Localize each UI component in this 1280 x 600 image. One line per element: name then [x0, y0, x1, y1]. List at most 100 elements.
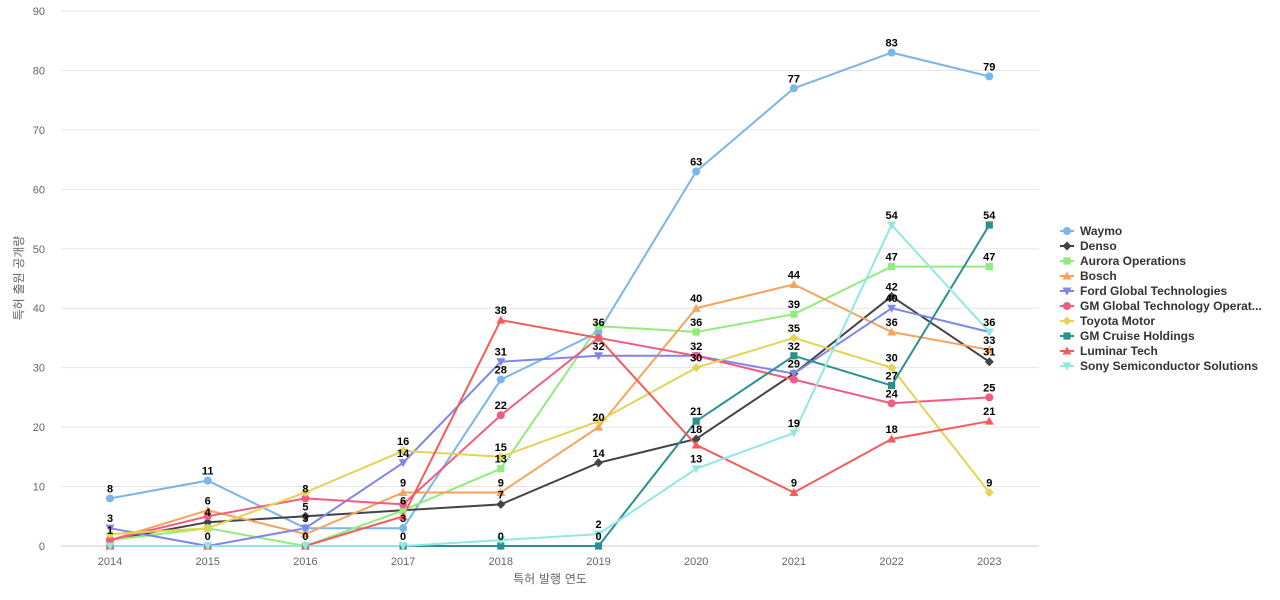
data-point-marker[interactable] [203, 542, 213, 551]
data-point-marker[interactable] [789, 84, 798, 93]
data-point-marker[interactable] [789, 488, 799, 496]
series-line-6[interactable] [109, 336, 991, 536]
data-point-marker[interactable] [985, 393, 994, 402]
data-point-marker[interactable] [203, 523, 213, 533]
data-point-marker[interactable] [594, 542, 603, 550]
data-point-marker[interactable] [789, 333, 799, 343]
data-point-marker[interactable] [887, 434, 897, 443]
data-point-marker[interactable] [985, 263, 993, 271]
data-point-marker[interactable] [300, 524, 310, 533]
series-line-5[interactable] [109, 336, 990, 542]
data-point-marker[interactable] [398, 542, 408, 551]
data-point-marker[interactable] [789, 375, 798, 384]
series-line-8[interactable] [110, 318, 990, 547]
data-point-marker[interactable] [300, 529, 310, 538]
data-point-marker[interactable] [594, 352, 603, 361]
legend-item[interactable]: Waymo [1060, 224, 1122, 238]
data-point-marker[interactable] [203, 512, 212, 521]
data-point-marker[interactable] [105, 529, 115, 539]
data-point-marker[interactable] [301, 494, 310, 503]
data-point-marker[interactable] [888, 263, 896, 271]
data-point-marker[interactable] [300, 511, 310, 521]
data-point-marker[interactable] [496, 536, 506, 545]
data-point-marker[interactable] [497, 542, 505, 550]
data-point-marker[interactable] [789, 279, 799, 288]
data-point-marker[interactable] [691, 465, 701, 474]
data-point-marker[interactable] [984, 488, 994, 497]
data-point-marker[interactable] [497, 465, 505, 473]
data-point-marker[interactable] [594, 328, 603, 336]
data-point-marker[interactable] [887, 291, 897, 301]
legend-item[interactable]: GM Cruise Holdings [1060, 329, 1195, 343]
data-point-marker[interactable] [887, 327, 897, 336]
data-point-marker[interactable] [399, 524, 408, 533]
data-point-marker[interactable] [888, 381, 896, 390]
data-point-marker[interactable] [887, 48, 896, 57]
data-point-marker[interactable] [496, 411, 505, 420]
legend-item[interactable]: Ford Global Technologies [1060, 284, 1227, 298]
data-point-marker[interactable] [691, 440, 701, 449]
data-point-marker[interactable] [105, 524, 115, 533]
data-point-marker[interactable] [105, 542, 115, 551]
data-point-marker[interactable] [692, 328, 700, 336]
data-point-marker[interactable] [887, 399, 896, 408]
data-point-marker[interactable] [887, 221, 897, 230]
data-point-marker[interactable] [594, 422, 603, 431]
data-point-marker[interactable] [985, 72, 994, 81]
data-point-marker[interactable] [887, 363, 897, 373]
data-point-marker[interactable] [106, 536, 114, 545]
data-point-marker[interactable] [398, 511, 408, 520]
legend-item[interactable]: Toyota Motor [1060, 314, 1155, 328]
data-point-marker[interactable] [496, 375, 505, 384]
data-point-marker[interactable] [594, 333, 603, 342]
data-point-marker[interactable] [399, 500, 408, 509]
series-line-3[interactable] [109, 283, 990, 542]
data-point-marker[interactable] [496, 488, 506, 496]
data-point-marker[interactable] [399, 506, 407, 514]
data-point-marker[interactable] [203, 517, 213, 527]
data-point-marker[interactable] [790, 352, 798, 360]
data-point-marker[interactable] [300, 488, 310, 497]
data-point-marker[interactable] [984, 345, 994, 354]
data-point-marker[interactable] [691, 303, 701, 312]
data-point-marker[interactable] [985, 221, 993, 229]
data-point-marker[interactable] [594, 458, 603, 468]
legend-item[interactable]: GM Global Technology Operat... [1060, 299, 1262, 313]
data-point-marker[interactable] [106, 494, 114, 503]
data-point-marker[interactable] [203, 476, 212, 485]
data-point-marker[interactable] [691, 434, 701, 444]
data-point-marker[interactable] [203, 505, 213, 514]
legend-item[interactable]: Denso [1060, 239, 1117, 253]
data-point-marker[interactable] [496, 452, 506, 462]
data-point-marker[interactable] [594, 322, 603, 330]
data-point-marker[interactable] [692, 351, 701, 360]
data-point-marker[interactable] [496, 358, 506, 367]
data-point-marker[interactable] [398, 459, 408, 468]
legend-item[interactable]: Luminar Tech [1060, 344, 1158, 358]
data-point-marker[interactable] [594, 530, 603, 539]
data-point-marker[interactable] [984, 328, 994, 337]
data-point-marker[interactable] [789, 429, 799, 438]
data-point-marker[interactable] [496, 315, 506, 324]
data-point-marker[interactable] [692, 417, 700, 425]
data-point-marker[interactable] [984, 357, 994, 367]
series-line-1[interactable] [109, 295, 990, 542]
series-line-0[interactable] [109, 51, 990, 530]
data-point-marker[interactable] [984, 416, 994, 425]
data-point-marker[interactable] [398, 446, 408, 456]
data-point-marker[interactable] [692, 167, 701, 176]
legend-item[interactable]: Aurora Operations [1060, 254, 1186, 268]
data-point-marker[interactable] [496, 499, 506, 509]
data-point-marker[interactable] [398, 488, 408, 496]
data-label: 35 [788, 323, 800, 335]
data-point-marker[interactable] [789, 370, 799, 379]
series-line-9[interactable] [110, 223, 991, 547]
data-point-marker[interactable] [790, 310, 798, 318]
legend-item[interactable]: Bosch [1060, 269, 1117, 283]
data-point-marker[interactable] [887, 304, 897, 313]
series-line-4[interactable] [109, 307, 990, 548]
data-point-marker[interactable] [594, 416, 603, 426]
data-point-marker[interactable] [300, 542, 310, 551]
legend-item[interactable]: Sony Semiconductor Solutions [1060, 359, 1258, 373]
data-point-marker[interactable] [691, 363, 701, 373]
